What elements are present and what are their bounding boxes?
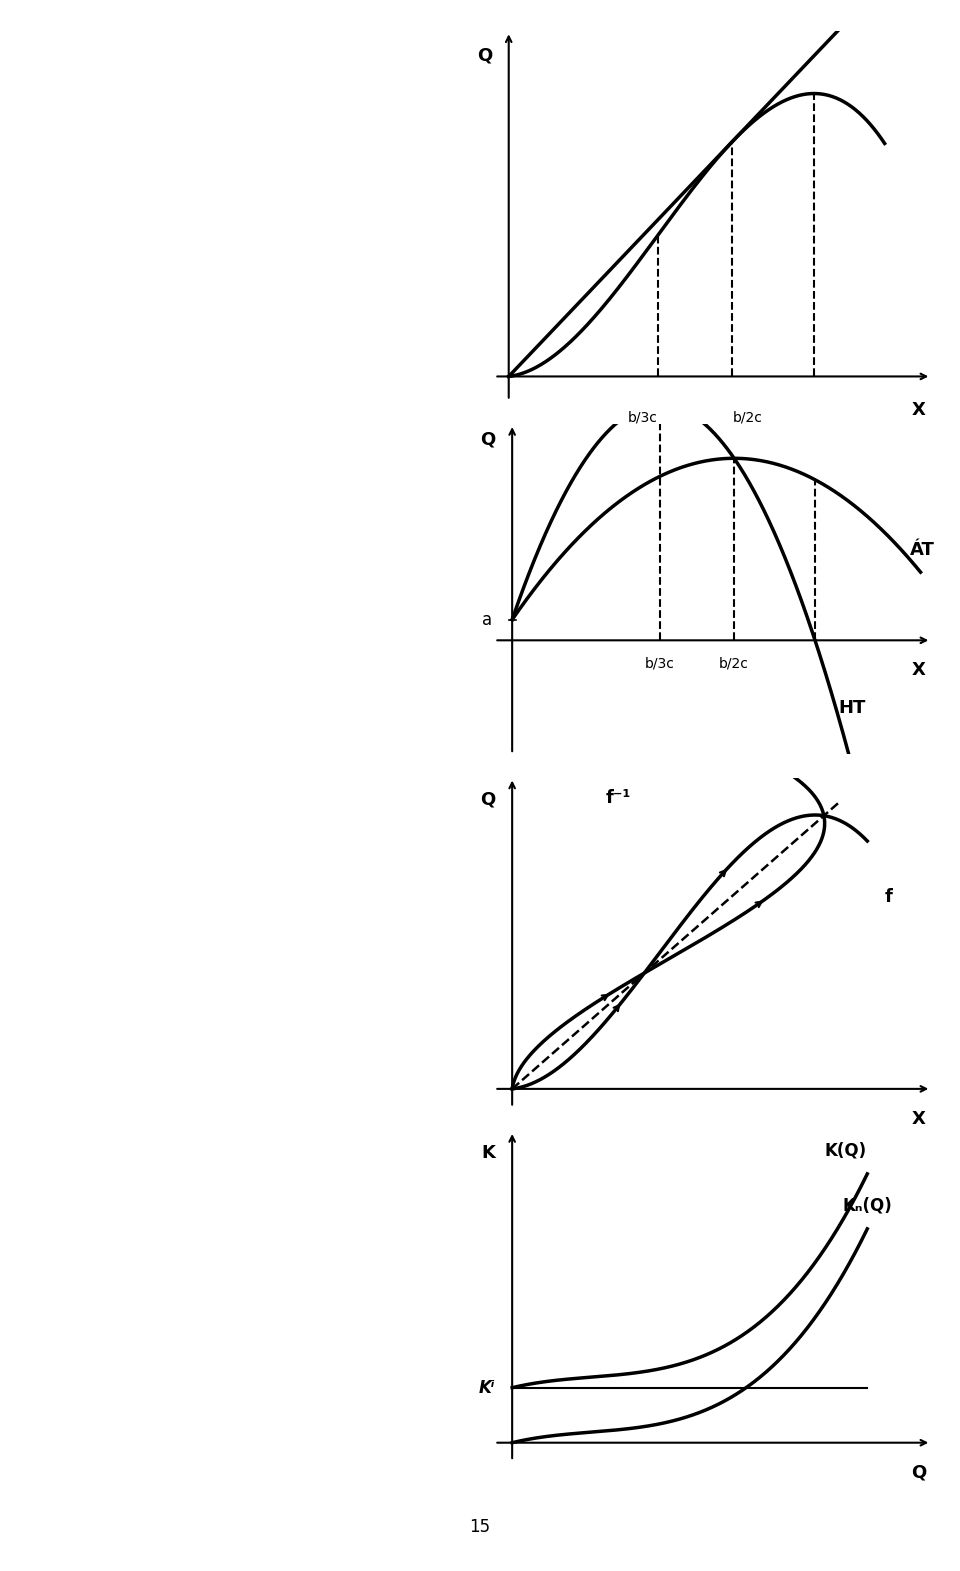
Text: Kₙ(Q): Kₙ(Q) xyxy=(843,1197,892,1214)
Text: b/3c: b/3c xyxy=(645,657,675,671)
Text: f: f xyxy=(885,888,893,906)
Text: Kⁱ: Kⁱ xyxy=(479,1379,495,1397)
Text: X: X xyxy=(912,661,925,679)
Text: Q: Q xyxy=(477,47,492,64)
Text: b/2c: b/2c xyxy=(732,412,762,426)
Text: b/3c: b/3c xyxy=(628,412,658,426)
Text: a: a xyxy=(482,611,492,628)
Text: K: K xyxy=(481,1144,495,1163)
Text: Q: Q xyxy=(481,430,495,448)
Text: Q: Q xyxy=(481,790,495,809)
Text: X: X xyxy=(912,1109,925,1128)
Text: X: X xyxy=(912,401,925,419)
Text: HT: HT xyxy=(839,699,866,716)
Text: f⁻¹: f⁻¹ xyxy=(606,789,632,806)
Text: Q: Q xyxy=(911,1464,926,1481)
Text: 15: 15 xyxy=(469,1518,491,1536)
Text: ÁT: ÁT xyxy=(910,540,935,559)
Text: b/2c: b/2c xyxy=(719,657,749,671)
Text: K(Q): K(Q) xyxy=(825,1142,867,1159)
